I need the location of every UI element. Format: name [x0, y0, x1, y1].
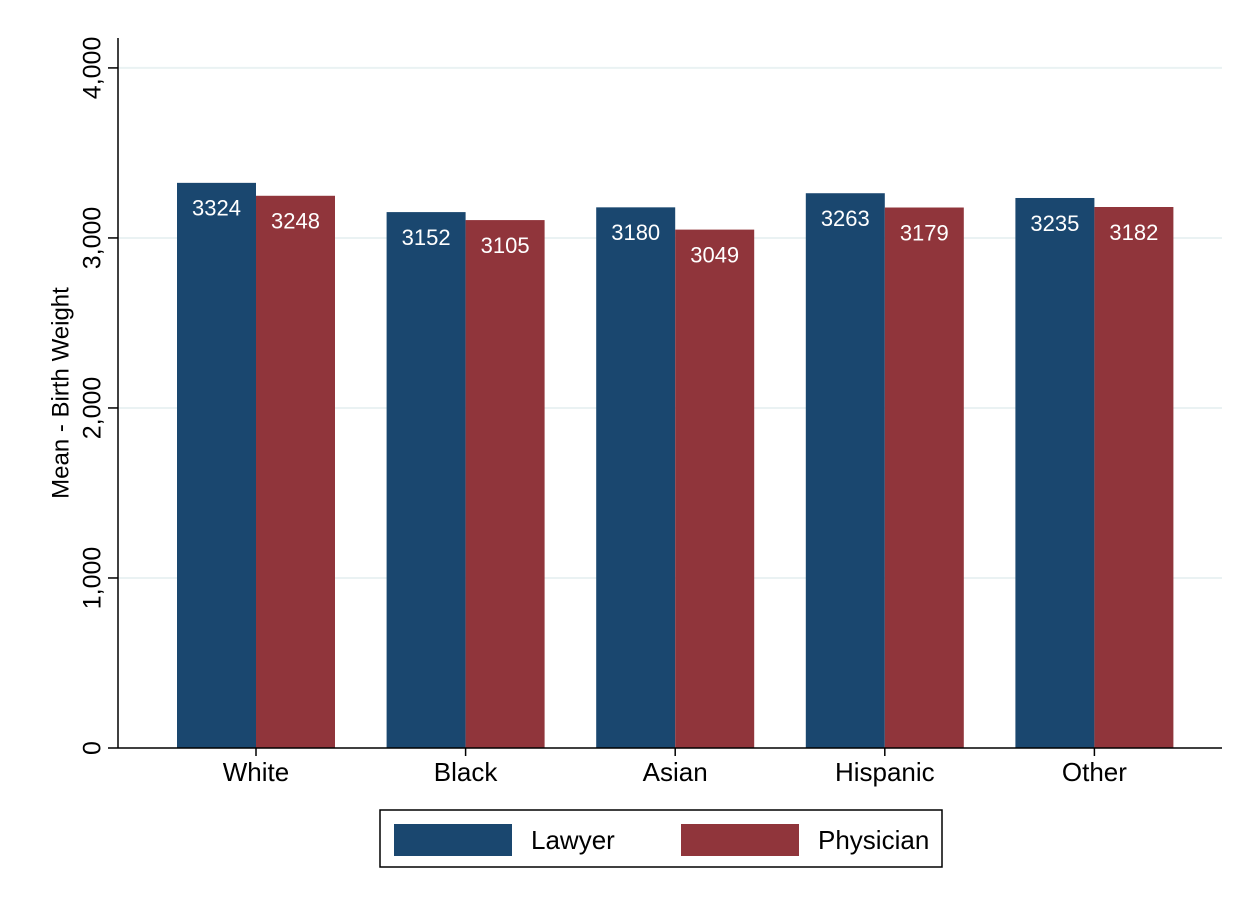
x-tick-label: Black [434, 757, 499, 787]
value-label: 3324 [192, 196, 241, 221]
x-tick-label: Other [1062, 757, 1127, 787]
y-tick-label: 2,000 [79, 377, 107, 440]
x-tick-label: White [223, 757, 289, 787]
bar [256, 195, 335, 748]
legend-swatch [394, 824, 512, 856]
bar [1015, 197, 1095, 748]
value-label: 3182 [1109, 220, 1158, 245]
legend-label: Lawyer [531, 825, 615, 855]
bar [884, 207, 964, 748]
legend-label: Physician [818, 825, 929, 855]
bar [805, 193, 885, 749]
value-label: 3049 [690, 242, 739, 267]
value-label: 3263 [821, 206, 870, 231]
bar [1094, 206, 1174, 749]
bar [386, 212, 466, 748]
bar [177, 182, 256, 748]
value-label: 3180 [611, 220, 660, 245]
x-tick-label: Asian [643, 757, 708, 787]
bar [465, 220, 545, 748]
y-axis-title: Mean - Birth Weight [47, 287, 74, 499]
y-tick-label: 4,000 [79, 37, 107, 100]
value-label: 3235 [1030, 211, 1079, 236]
value-label: 3179 [900, 220, 949, 245]
legend: Lawyer Physician [379, 809, 943, 868]
bar [675, 229, 755, 749]
legend-swatch [681, 824, 799, 856]
value-label: 3248 [271, 209, 320, 234]
y-tick-label: 0 [79, 741, 107, 755]
x-tick-label: Hispanic [835, 757, 935, 787]
y-tick-label: 3,000 [79, 207, 107, 270]
value-label: 3152 [402, 225, 451, 250]
value-label: 3105 [481, 233, 530, 258]
y-tick-label: 1,000 [79, 547, 107, 610]
bar [596, 207, 676, 748]
